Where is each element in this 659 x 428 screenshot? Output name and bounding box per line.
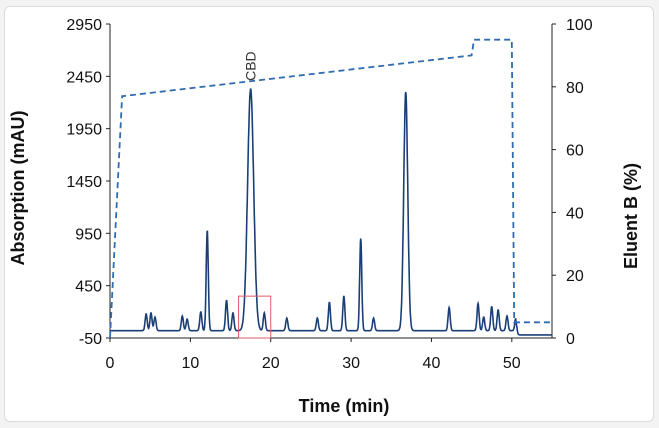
x-tick-label: 40 <box>423 355 441 372</box>
highlight-box <box>238 295 272 339</box>
x-tick-label: 0 <box>106 355 115 372</box>
left-tick-label: -50 <box>79 331 102 348</box>
left-tick-label: 950 <box>75 226 102 243</box>
left-tick-label: 1950 <box>66 122 102 139</box>
right-tick-label: 0 <box>566 331 575 348</box>
chart-card <box>4 6 654 422</box>
left-axis-title: Absorption (mAU) <box>8 111 28 266</box>
eluent-b-gradient-line <box>109 38 552 339</box>
right-tick-label: 20 <box>566 268 584 285</box>
left-tick-label: 450 <box>75 279 102 296</box>
x-tick-label: 50 <box>503 355 521 372</box>
cbd-peak-annotation: CBD <box>243 51 259 81</box>
left-tick-label: 2950 <box>66 17 102 34</box>
right-tick-label: 80 <box>566 80 584 97</box>
left-tick-label: 1450 <box>66 174 102 191</box>
right-tick-label: 60 <box>566 143 584 160</box>
x-tick-label: 10 <box>181 355 199 372</box>
right-tick-label: 100 <box>566 17 593 34</box>
right-axis-title: Eluent B (%) <box>621 163 641 269</box>
left-tick-label: 2450 <box>66 69 102 86</box>
x-tick-label: 20 <box>262 355 280 372</box>
right-tick-label: 40 <box>566 205 584 222</box>
x-tick-label: 30 <box>342 355 360 372</box>
x-axis-title: Time (min) <box>299 396 390 416</box>
absorption-trace <box>110 88 552 336</box>
